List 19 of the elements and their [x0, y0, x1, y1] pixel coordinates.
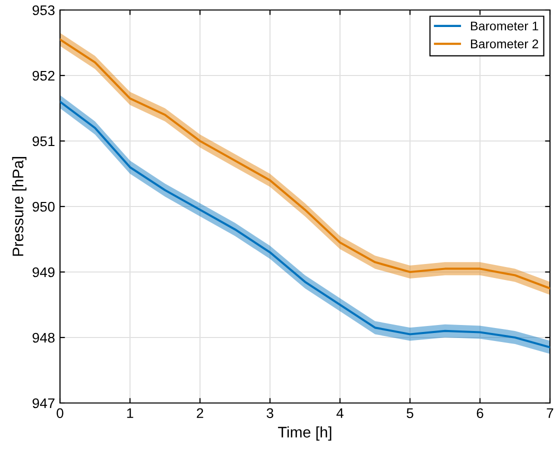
- x-tick-label: 0: [56, 408, 64, 418]
- legend-label: Barometer 1: [471, 22, 538, 30]
- y-tick-label: 951: [32, 136, 54, 146]
- y-tick-label: 949: [32, 267, 54, 278]
- y-tick-label: 953: [32, 5, 55, 16]
- y-tick-label: 947: [32, 398, 54, 408]
- x-tick-label: 4: [336, 408, 344, 418]
- y-tick-label: 948: [32, 332, 55, 343]
- x-tick-label: 2: [196, 408, 204, 418]
- y-tick-label: 950: [32, 202, 55, 212]
- x-tick-label: 3: [266, 408, 274, 418]
- y-axis-title: Pressure [hPa]: [12, 157, 26, 256]
- x-tick-label: 1: [127, 408, 134, 418]
- x-axis-title: Time [h]: [278, 426, 332, 441]
- x-tick-label: 7: [546, 408, 554, 418]
- x-tick-label: 5: [406, 408, 414, 418]
- legend-label: Barometer 2: [471, 39, 538, 48]
- y-tick-label: 952: [32, 70, 54, 81]
- x-tick-label: 6: [476, 408, 484, 418]
